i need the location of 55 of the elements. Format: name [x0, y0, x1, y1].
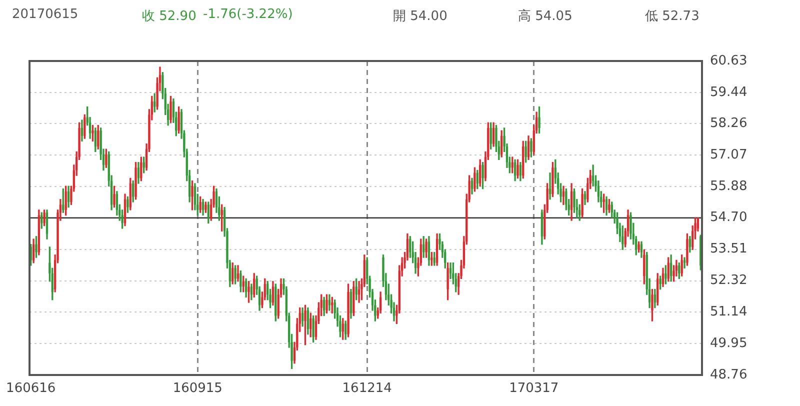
y-tick-label: 52.32 — [710, 273, 748, 288]
y-tick-label: 57.07 — [710, 148, 748, 163]
y-tick-label: 48.76 — [710, 367, 748, 382]
candlestick — [602, 194, 605, 213]
candlestick — [191, 180, 194, 210]
text: -1.76(-3.22%) — [203, 7, 293, 22]
candlestick — [446, 262, 449, 300]
candlestick — [425, 238, 428, 258]
y-tick-label: 60.63 — [710, 53, 748, 68]
candlestick — [683, 257, 686, 268]
candlestick — [35, 236, 38, 258]
candlestick — [312, 315, 314, 343]
candlestick — [530, 138, 532, 158]
y-tick-label: 54.70 — [710, 210, 748, 226]
candlestick — [581, 188, 584, 218]
candlestick — [482, 162, 484, 190]
candlestick — [659, 276, 662, 290]
text: 收 52.90 — [142, 8, 196, 25]
candlestick — [326, 294, 328, 314]
x-tick-label: 160915 — [172, 381, 222, 396]
candlestick — [92, 124, 94, 142]
y-tick-label: 49.95 — [710, 336, 748, 351]
candlestick — [651, 288, 654, 322]
candlestick — [170, 96, 172, 123]
text: 低 52.73 — [645, 8, 700, 25]
y-tick-label: 58.26 — [710, 116, 748, 132]
candlestick — [552, 162, 554, 198]
y-tick-label: 59.44 — [710, 84, 748, 100]
candlestick — [234, 265, 236, 284]
candlestick — [474, 167, 476, 192]
candlestick — [248, 281, 250, 303]
candlestick — [178, 106, 180, 134]
candlestick — [304, 304, 306, 346]
x-tick-label: 160616 — [6, 381, 56, 396]
y-tick-label: 53.51 — [710, 242, 748, 257]
candlestick — [126, 196, 129, 213]
candlestick — [686, 233, 688, 266]
text: 20170615 — [12, 7, 78, 22]
candlestick — [113, 186, 116, 208]
candlestick — [524, 140, 527, 163]
y-tick-label: 51.14 — [710, 304, 748, 320]
x-tick-label: 170317 — [509, 381, 559, 396]
text: 開 54.00 — [393, 8, 448, 25]
candlestick — [664, 265, 667, 284]
candlestick — [43, 210, 46, 226]
candlestick — [638, 241, 640, 253]
candlestick — [204, 202, 207, 213]
x-tick-label: 161214 — [342, 381, 392, 396]
candlestick — [516, 159, 519, 179]
candlestick — [608, 199, 610, 213]
y-tick-label: 55.88 — [710, 179, 748, 194]
candlestick — [134, 162, 137, 200]
candlestick — [538, 106, 540, 134]
text: 高 54.05 — [518, 8, 572, 25]
candlestick — [347, 284, 350, 338]
